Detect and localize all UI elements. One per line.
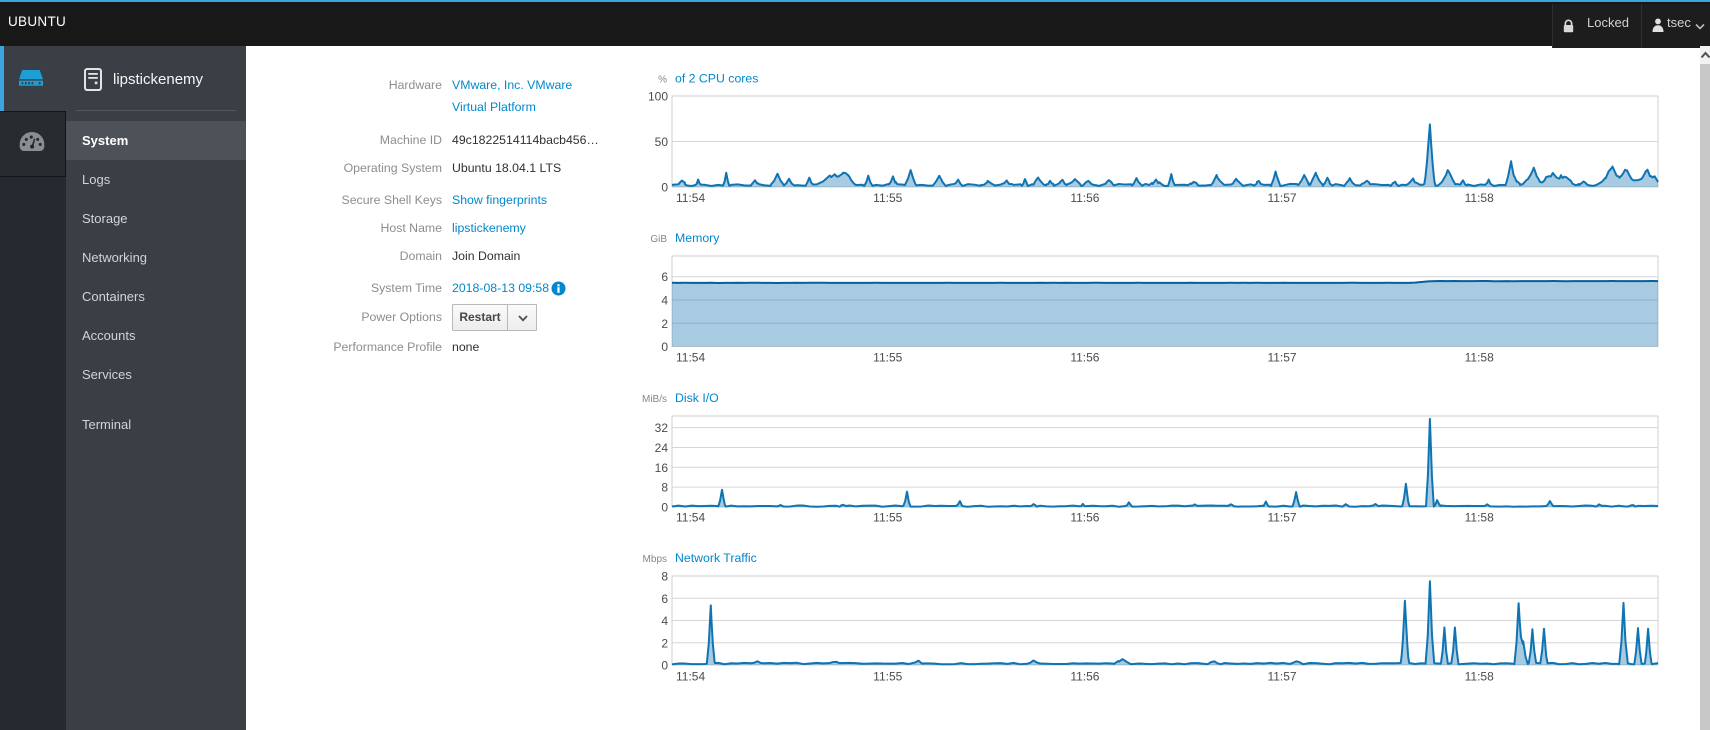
- svg-text:2: 2: [661, 636, 668, 650]
- svg-text:11:57: 11:57: [1267, 191, 1296, 205]
- svg-text:Disk I/O: Disk I/O: [675, 391, 719, 405]
- svg-text:11:54: 11:54: [676, 191, 705, 205]
- svg-text:11:57: 11:57: [1267, 351, 1296, 365]
- svg-text:11:55: 11:55: [873, 670, 902, 684]
- svg-text:32: 32: [655, 421, 669, 435]
- svg-text:0: 0: [661, 340, 668, 354]
- svg-text:0: 0: [661, 659, 668, 673]
- svg-text:4: 4: [661, 614, 668, 628]
- svg-text:%: %: [658, 75, 667, 86]
- svg-text:11:55: 11:55: [873, 511, 902, 525]
- svg-text:Memory: Memory: [675, 231, 720, 245]
- svg-text:2: 2: [661, 317, 668, 331]
- svg-text:11:56: 11:56: [1070, 511, 1099, 525]
- svg-text:0: 0: [661, 501, 668, 515]
- svg-text:11:55: 11:55: [873, 351, 902, 365]
- svg-text:Mbps: Mbps: [643, 554, 667, 565]
- svg-text:50: 50: [655, 135, 669, 149]
- svg-text:24: 24: [655, 441, 669, 455]
- svg-text:16: 16: [655, 461, 669, 475]
- svg-text:0: 0: [661, 181, 668, 195]
- svg-text:11:55: 11:55: [873, 191, 902, 205]
- svg-text:11:58: 11:58: [1465, 670, 1494, 684]
- svg-text:11:56: 11:56: [1070, 670, 1099, 684]
- svg-text:6: 6: [661, 592, 668, 606]
- svg-text:11:56: 11:56: [1070, 351, 1099, 365]
- svg-text:11:54: 11:54: [676, 670, 705, 684]
- svg-text:11:54: 11:54: [676, 351, 705, 365]
- svg-text:11:57: 11:57: [1267, 511, 1296, 525]
- svg-text:MiB/s: MiB/s: [642, 394, 667, 405]
- svg-text:11:56: 11:56: [1070, 191, 1099, 205]
- svg-text:6: 6: [661, 270, 668, 284]
- svg-text:11:58: 11:58: [1465, 191, 1494, 205]
- svg-text:of 2 CPU cores: of 2 CPU cores: [675, 72, 758, 86]
- svg-text:100: 100: [648, 90, 668, 104]
- svg-text:11:58: 11:58: [1465, 351, 1494, 365]
- svg-text:GiB: GiB: [650, 234, 667, 245]
- svg-text:11:57: 11:57: [1267, 670, 1296, 684]
- svg-text:8: 8: [661, 570, 668, 584]
- svg-text:11:54: 11:54: [676, 511, 705, 525]
- svg-text:11:58: 11:58: [1465, 511, 1494, 525]
- svg-text:4: 4: [661, 294, 668, 308]
- svg-text:8: 8: [661, 481, 668, 495]
- svg-text:Network Traffic: Network Traffic: [675, 551, 757, 565]
